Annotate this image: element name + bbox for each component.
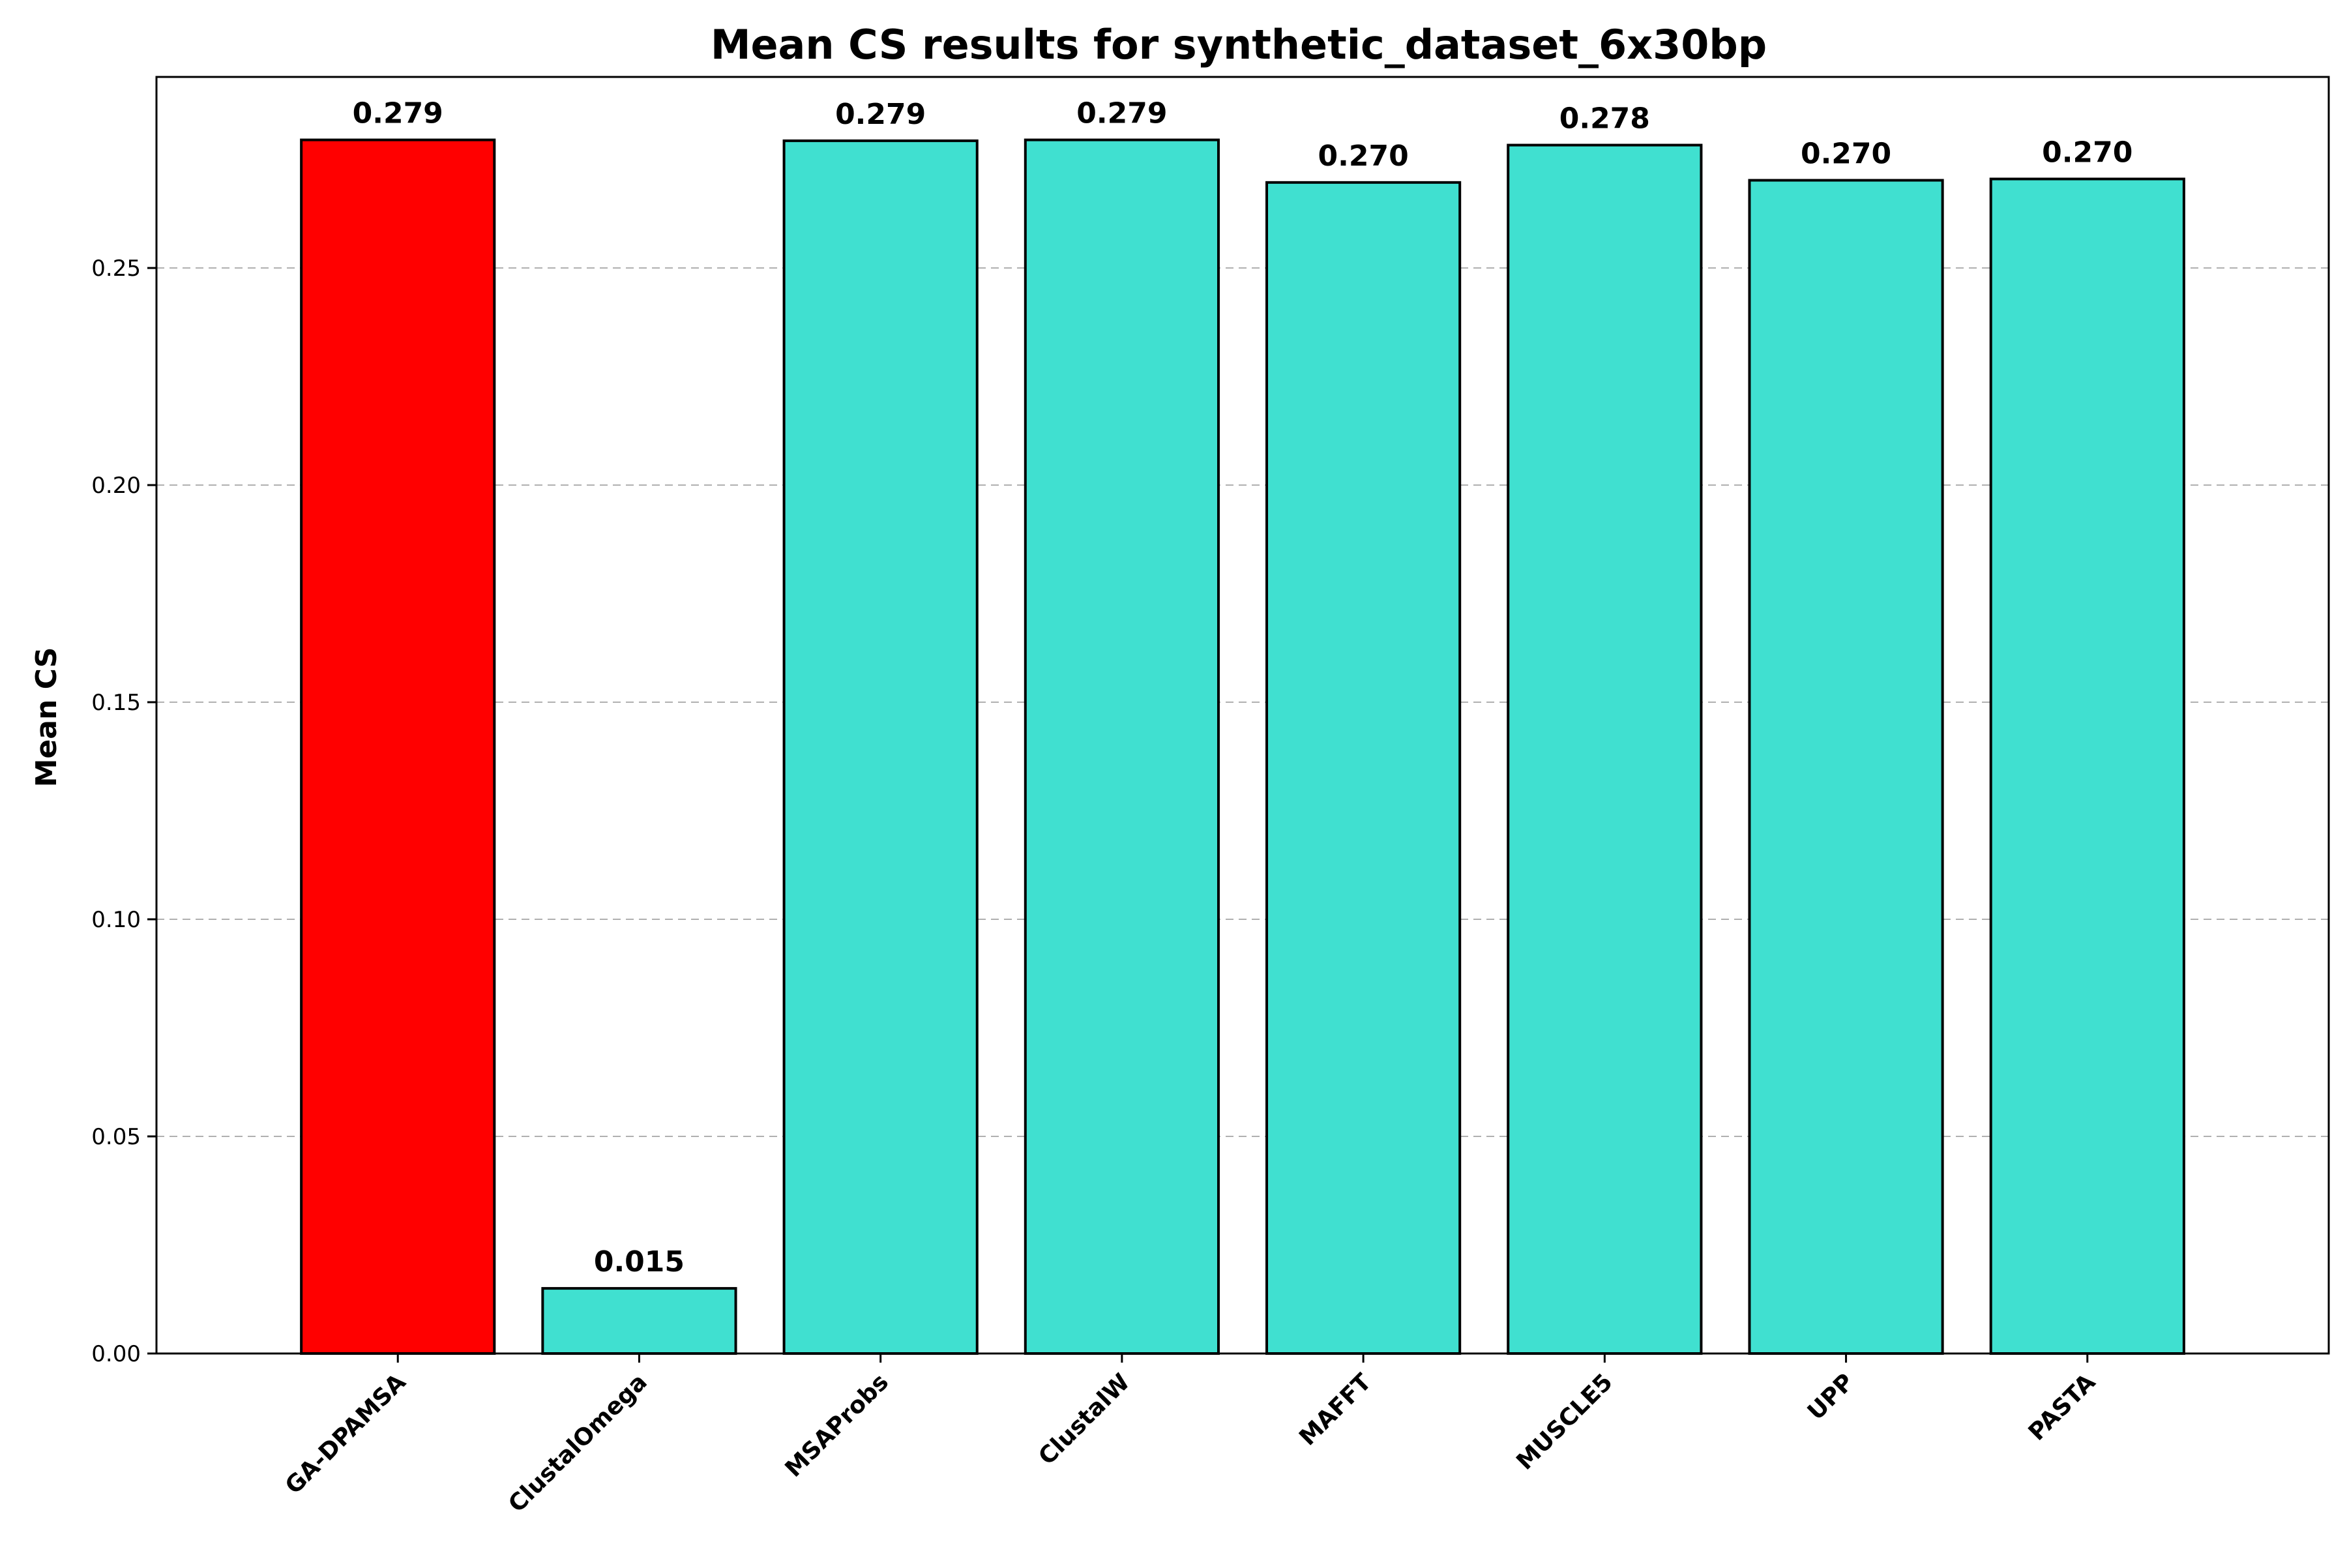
y-tick-label: 0.25: [91, 256, 141, 282]
bar-clustalw: [1024, 138, 1220, 1355]
bar-upp: [1748, 179, 1944, 1355]
data-label: 0.278: [1559, 102, 1650, 136]
bar-msaprobs: [782, 139, 979, 1355]
chart-title: Mean CS results for synthetic_dataset_6x…: [711, 21, 1767, 68]
data-label: 0.270: [1318, 140, 1409, 173]
x-tick-label: MAFFT: [1294, 1368, 1376, 1451]
data-label: 0.015: [594, 1245, 685, 1279]
bars: [300, 138, 2185, 1355]
y-tick-label: 0.15: [91, 690, 141, 716]
data-label: 0.270: [1801, 138, 1891, 171]
bar-pasta: [1989, 177, 2185, 1355]
data-label: 0.279: [1076, 97, 1167, 130]
x-tick-label: MSAProbs: [780, 1368, 894, 1482]
y-tick-label: 0.05: [91, 1124, 141, 1150]
x-tick-label: MUSCLE5: [1511, 1368, 1617, 1475]
bar-clustalomega: [541, 1287, 737, 1355]
x-tick-label: ClustalOmega: [503, 1368, 653, 1518]
x-tick-label: ClustalW: [1033, 1368, 1135, 1470]
grid-lines: [156, 267, 2329, 1138]
bar-ga-dpamsa: [300, 138, 496, 1355]
y-tick-label: 0.10: [91, 907, 141, 933]
y-axis-label: Mean CS: [30, 647, 63, 788]
x-tick-label: PASTA: [2024, 1368, 2101, 1446]
data-label: 0.270: [2042, 136, 2133, 170]
y-tick-label: 0.00: [91, 1341, 141, 1367]
x-tick-label: UPP: [1803, 1368, 1859, 1425]
y-axis-ticks: 0.00 0.05 0.10 0.15 0.20 0.25: [91, 256, 156, 1367]
y-tick-label: 0.20: [91, 473, 141, 499]
plot-area-frame: [155, 76, 2330, 1355]
x-axis-ticks: GA-DPAMSA ClustalOmega MSAProbs ClustalW MAF…: [280, 1354, 2101, 1518]
data-label: 0.279: [353, 97, 443, 130]
bar-mafft: [1265, 181, 1462, 1355]
x-tick-label: GA-DPAMSA: [280, 1368, 411, 1500]
bar-muscle5: [1507, 143, 1703, 1355]
data-labels: 0.279 0.015 0.279 0.279 0.270 0.278 0.270 0.270: [353, 97, 2133, 1279]
data-label: 0.279: [835, 98, 926, 131]
